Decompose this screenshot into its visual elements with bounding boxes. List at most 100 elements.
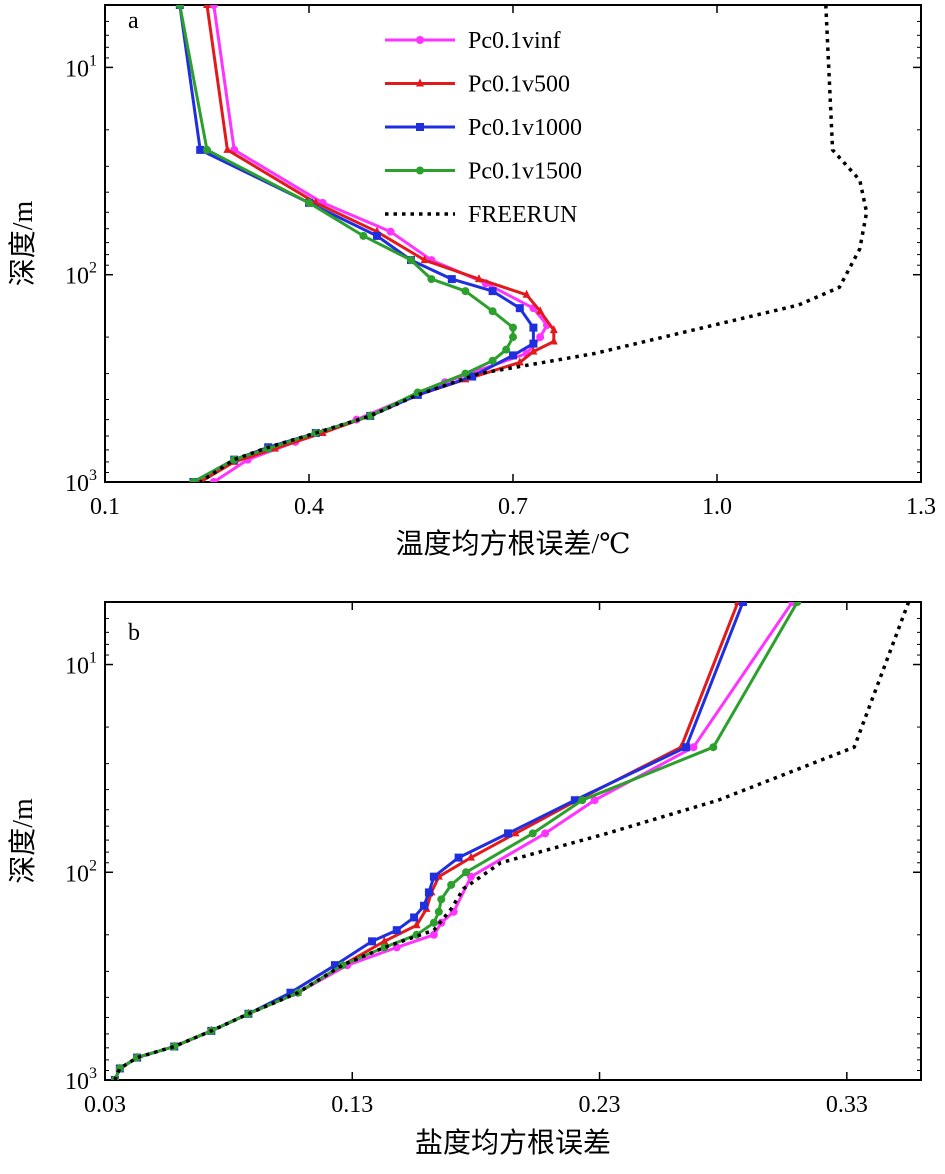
data-point [515, 357, 524, 366]
data-point [511, 828, 520, 837]
data-point [209, 478, 218, 482]
legend-label: Pc0.1v1500 [468, 159, 582, 185]
series-pc0.1v1500 [175, 5, 517, 482]
y-tick-label: 103 [65, 1065, 97, 1095]
data-point [529, 346, 538, 355]
y-tick-label: 103 [65, 467, 97, 497]
data-point [793, 602, 802, 606]
data-point [434, 907, 443, 916]
series-line [199, 5, 869, 482]
data-point [424, 888, 433, 897]
legend-label: Pc0.1vinf [468, 28, 561, 54]
series-pc0.1vinf [110, 602, 797, 1080]
legend-label: FREERUN [468, 202, 577, 228]
data-point [509, 351, 517, 360]
panel-b: 0.03 0.13 0.23 0.33 101 102 103 盐度均方根误差 深度/m b [7, 601, 922, 1159]
x-axis-title: 盐度均方根误差 [415, 1127, 611, 1159]
legend-marker [416, 78, 424, 87]
data-point [407, 256, 415, 265]
data-point [386, 227, 395, 236]
data-point [502, 345, 511, 354]
x-axis-title: 温度均方根误差/℃ [395, 528, 630, 560]
data-point [412, 920, 421, 929]
data-point [461, 369, 470, 378]
legend-marker [416, 166, 424, 175]
data-point [373, 231, 381, 240]
data-point [462, 868, 471, 877]
data-point [466, 852, 475, 861]
data-point [454, 853, 463, 862]
data-point [509, 323, 517, 332]
x-tick-label: 1.3 [906, 494, 936, 520]
series-line [113, 602, 740, 1080]
series-line [113, 602, 911, 1080]
data-point [515, 304, 524, 313]
y-tick-label: 102 [65, 857, 97, 887]
legend-marker [416, 36, 424, 44]
data-point [536, 306, 545, 315]
data-point [488, 307, 497, 316]
data-point [368, 937, 377, 946]
legend-marker [416, 123, 424, 131]
data-point [437, 895, 446, 904]
series-line [113, 602, 794, 1080]
y-axis-title: 深度/m [7, 201, 39, 287]
data-point [529, 323, 538, 332]
data-point [528, 829, 537, 838]
data-point [410, 913, 419, 922]
y-axis-title: 深度/m [7, 798, 39, 884]
x-tick-label: 0.4 [294, 494, 324, 520]
plot-frame [104, 601, 922, 1081]
data-point [429, 918, 438, 927]
data-point [392, 926, 401, 935]
data-point [429, 930, 438, 939]
data-point [461, 287, 470, 296]
legend-label: Pc0.1v500 [468, 72, 570, 98]
data-point [330, 961, 339, 970]
panel-letter: b [128, 620, 140, 646]
data-point [468, 372, 477, 381]
y-tick-label: 101 [65, 650, 97, 680]
data-point [447, 880, 456, 889]
series-line [113, 602, 799, 1080]
series-pc0.1v1000 [110, 602, 747, 1080]
data-point [504, 829, 513, 838]
data-point [203, 5, 211, 8]
x-tick-label: 0.03 [84, 1092, 126, 1118]
data-point [359, 231, 368, 240]
legend: Pc0.1vinf Pc0.1v500 Pc0.1v1000 Pc0.1v1500 FR… [385, 28, 582, 228]
data-point [549, 336, 558, 345]
panel-letter: a [128, 8, 139, 34]
data-point [420, 255, 429, 264]
data-point [709, 743, 718, 752]
data-point [509, 333, 517, 342]
x-tick-label: 0.13 [331, 1092, 373, 1118]
data-point [682, 743, 691, 752]
data-point [419, 901, 428, 910]
series-line [178, 5, 515, 482]
data-point [488, 356, 497, 365]
data-point [380, 936, 389, 945]
data-point [189, 478, 198, 482]
data-point [536, 333, 545, 342]
data-point [578, 796, 587, 805]
data-point [175, 5, 184, 9]
data-point [549, 325, 558, 334]
data-point [590, 796, 599, 805]
data-point [305, 198, 313, 207]
data-point [488, 287, 497, 296]
series-freerun [113, 602, 911, 1080]
data-point [529, 339, 538, 348]
data-point [223, 144, 232, 153]
series-freerun [199, 5, 869, 482]
x-tick-label: 0.7 [498, 494, 528, 520]
data-point [196, 145, 205, 154]
data-point [429, 872, 438, 881]
legend-label: Pc0.1v1000 [468, 115, 582, 141]
data-point [427, 275, 436, 284]
panel-a: 0.1 0.4 0.7 1.0 1.3 101 102 103 温度均方根误差/℃ 深度/m a Pc… [7, 4, 936, 560]
series-pc0.1v1500 [110, 602, 802, 1080]
y-tick-label: 101 [65, 52, 97, 82]
data-point [689, 743, 698, 752]
